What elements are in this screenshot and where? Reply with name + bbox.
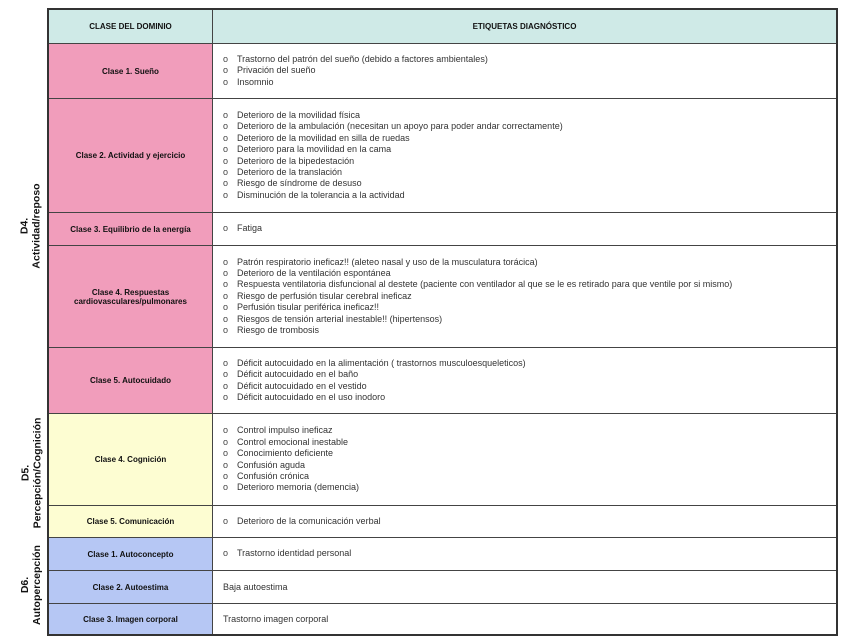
diagnosis-list: Déficit autocuidado en la alimentación (… [223, 358, 526, 404]
list-item: Riesgo de perfusión tisular cerebral ine… [223, 291, 732, 302]
list-item: Deterioro de la movilidad física [223, 110, 563, 121]
etiquetas-cell: Trastorno identidad personal [213, 538, 836, 570]
list-item: Déficit autocuidado en el baño [223, 369, 526, 380]
list-item: Deterioro de la ventilación espontánea [223, 268, 732, 279]
table-row: Clase 4. CogniciónControl impulso inefic… [49, 413, 836, 505]
clase-cell: Clase 2. Autoestima [49, 571, 213, 603]
clase-cell: Clase 3. Imagen corporal [49, 604, 213, 634]
table-row: Clase 2. Autoestima Baja autoestima [49, 570, 836, 603]
list-item: Privación del sueño [223, 65, 488, 76]
list-item: Perfusión tisular periférica ineficaz!! [223, 302, 732, 313]
table-header: CLASE DEL DOMINIO ETIQUETAS DIAGNÓSTICO [49, 10, 836, 43]
diagnosis-list: Control impulso ineficazControl emociona… [223, 425, 359, 493]
clase-cell: Clase 1. Autoconcepto [49, 538, 213, 570]
clase-cell: Clase 3. Equilibrio de la energía [49, 213, 213, 245]
list-item: Deterioro de la translación [223, 167, 563, 178]
header-etiquetas: ETIQUETAS DIAGNÓSTICO [213, 10, 836, 43]
diagnosis-list: Deterioro de la comunicación verbal [223, 516, 381, 527]
diagnosis-list: Fatiga [223, 223, 262, 234]
etiquetas-cell: Trastorno imagen corporal [213, 604, 836, 634]
table-row: Clase 2. Actividad y ejercicioDeterioro … [49, 98, 836, 212]
header-clase: CLASE DEL DOMINIO [49, 10, 213, 43]
nanda-table: CLASE DEL DOMINIO ETIQUETAS DIAGNÓSTICO … [47, 8, 838, 636]
list-item: Déficit autocuidado en la alimentación (… [223, 358, 526, 369]
list-item: Riesgos de tensión arterial inestable!! … [223, 314, 732, 325]
domain-label-d4: D4. Actividad/reposo [19, 183, 43, 269]
table-row: Clase 5. Autocuidado Déficit autocuidado … [49, 347, 836, 413]
list-item: Deterioro de la movilidad en silla de ru… [223, 133, 563, 144]
table-row: Clase 3. Imagen corporal Trastorno imagen… [49, 603, 836, 634]
list-item: Riesgo de síndrome de desuso [223, 178, 563, 189]
list-item: Confusión crónica [223, 471, 359, 482]
list-item: Confusión aguda [223, 460, 359, 471]
table-row: Clase 1. Sueño Trastorno del patrón del s… [49, 43, 836, 98]
etiquetas-cell: Deterioro de la comunicación verbal [213, 506, 836, 537]
list-item: Conocimiento deficiente [223, 448, 359, 459]
list-item: Deterioro de la ambulación (necesitan un… [223, 121, 563, 132]
list-item: Deterioro de la bipedestación [223, 156, 563, 167]
diagnosis-list: Trastorno identidad personal [223, 548, 351, 559]
list-item: Trastorno del patrón del sueño (debido a… [223, 54, 488, 65]
list-item: Fatiga [223, 223, 262, 234]
table-row: Clase 4. Respuestas cardiovasculares/pul… [49, 245, 836, 347]
etiquetas-cell: Fatiga [213, 213, 836, 245]
list-item: Insomnio [223, 77, 488, 88]
clase-cell: Clase 2. Actividad y ejercicio [49, 99, 213, 212]
etiquetas-cell: Control impulso ineficazControl emociona… [213, 414, 836, 505]
list-item: Deterioro memoria (demencia) [223, 482, 359, 493]
clase-cell: Clase 1. Sueño [49, 44, 213, 98]
table-row: Clase 1. Autoconcepto Trastorno identidad… [49, 537, 836, 570]
list-item: Trastorno identidad personal [223, 548, 351, 559]
etiquetas-cell: Déficit autocuidado en la alimentación (… [213, 348, 836, 413]
clase-cell: Clase 5. Comunicación [49, 506, 213, 537]
diagnosis-text: Trastorno imagen corporal [223, 614, 329, 624]
table-row: Clase 5. Comunicación Deterioro de la com… [49, 505, 836, 537]
domain-label-d5: D5. Percepción/Cognición [19, 417, 44, 529]
list-item: Respuesta ventilatoria disfuncional al d… [223, 279, 732, 290]
etiquetas-cell: Baja autoestima [213, 571, 836, 603]
domain-label-d6: D6. Autopercepción [19, 544, 43, 625]
clase-cell: Clase 4. Respuestas cardiovasculares/pul… [49, 246, 213, 347]
list-item: Deterioro para la movilidad en la cama [223, 144, 563, 155]
list-item: Déficit autocuidado en el vestido [223, 381, 526, 392]
list-item: Control impulso ineficaz [223, 425, 359, 436]
list-item: Control emocional inestable [223, 437, 359, 448]
clase-cell: Clase 5. Autocuidado [49, 348, 213, 413]
diagnosis-text: Baja autoestima [223, 582, 288, 592]
clase-cell: Clase 4. Cognición [49, 414, 213, 505]
diagnosis-list: Deterioro de la movilidad físicaDeterior… [223, 110, 563, 201]
table-row: Clase 3. Equilibrio de la energía Fatiga [49, 212, 836, 245]
list-item: Deterioro de la comunicación verbal [223, 516, 381, 527]
list-item: Patrón respiratorio ineficaz!! (aleteo n… [223, 257, 732, 268]
list-item: Riesgo de trombosis [223, 325, 732, 336]
etiquetas-cell: Patrón respiratorio ineficaz!! (aleteo n… [213, 246, 836, 347]
diagnosis-list: Patrón respiratorio ineficaz!! (aleteo n… [223, 257, 732, 337]
etiquetas-cell: Deterioro de la movilidad físicaDeterior… [213, 99, 836, 212]
etiquetas-cell: Trastorno del patrón del sueño (debido a… [213, 44, 836, 98]
list-item: Déficit autocuidado en el uso inodoro [223, 392, 526, 403]
diagnosis-list: Trastorno del patrón del sueño (debido a… [223, 54, 488, 88]
list-item: Disminución de la tolerancia a la activi… [223, 190, 563, 201]
